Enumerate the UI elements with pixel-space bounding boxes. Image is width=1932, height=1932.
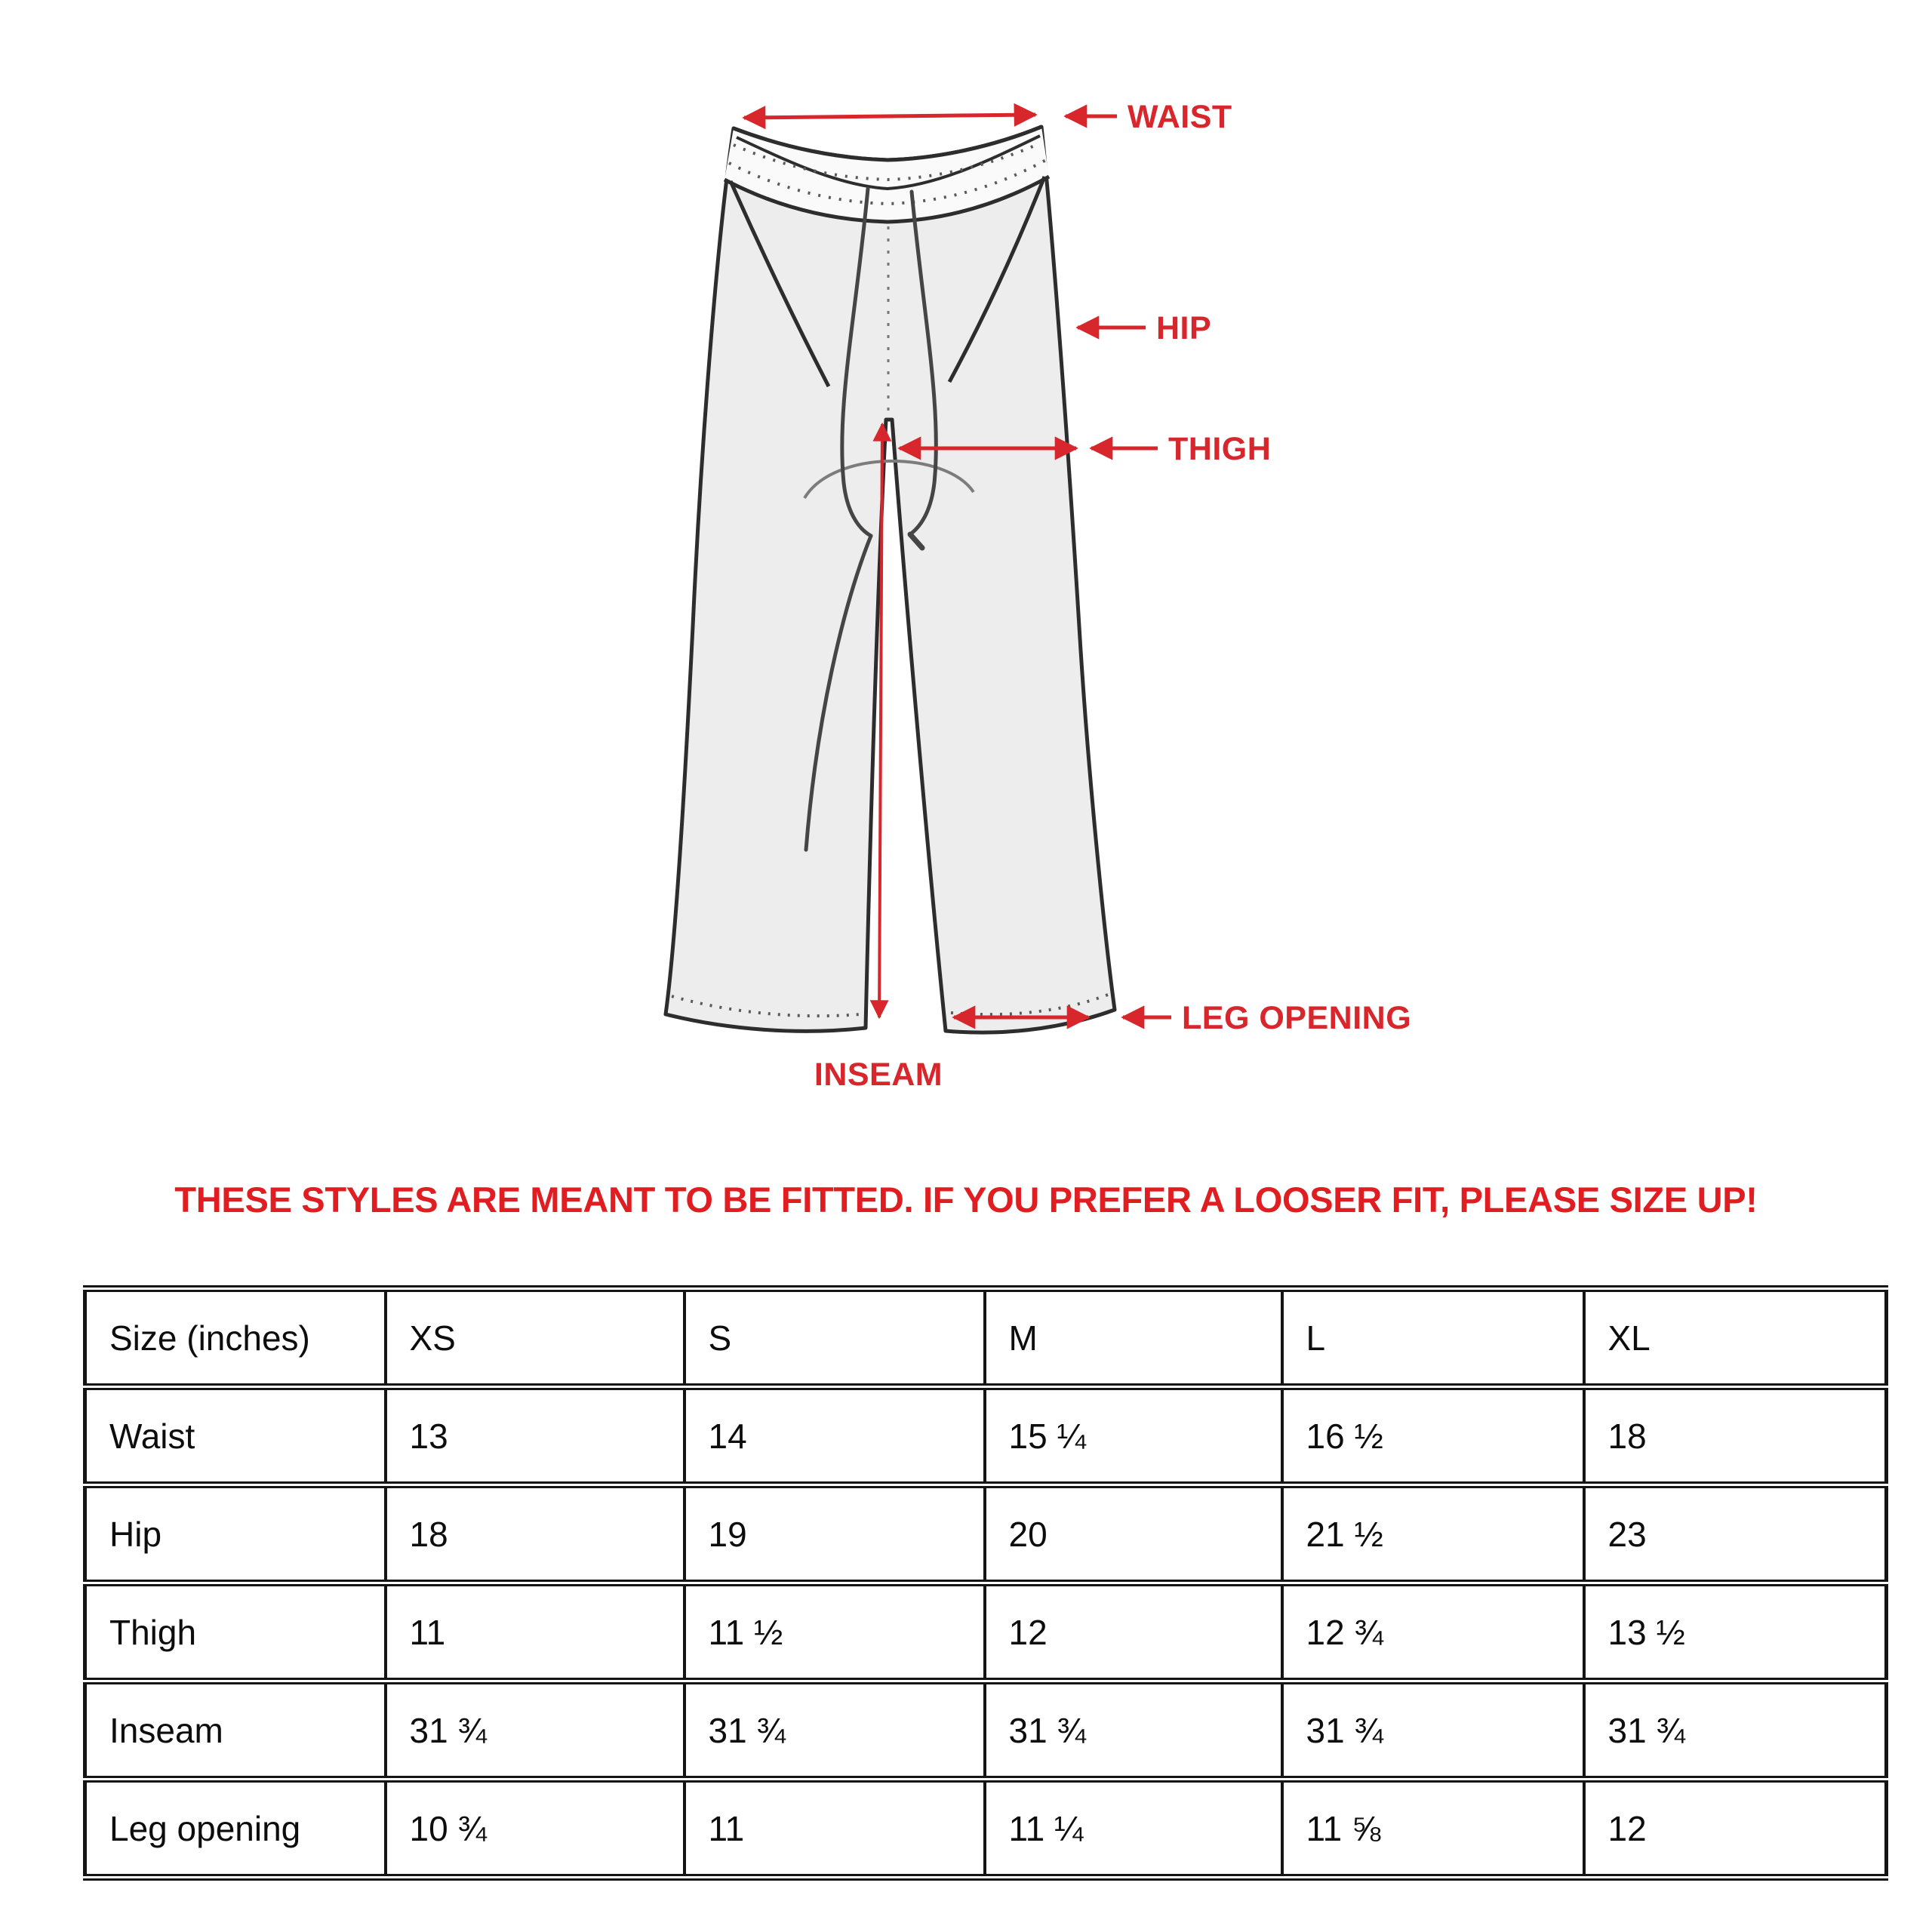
table-cell: 20 xyxy=(983,1484,1284,1583)
col-header-xs: XS xyxy=(383,1288,686,1387)
table-cell: 18 xyxy=(383,1484,686,1583)
table-cell: 12 xyxy=(1582,1779,1888,1878)
table-cell: 23 xyxy=(1582,1484,1888,1583)
table-cell: 31 ¾ xyxy=(1280,1681,1586,1780)
size-table: Size (inches) XS S M L XL Waist 13 14 15… xyxy=(83,1285,1888,1881)
table-row-inseam: Inseam 31 ¾ 31 ¾ 31 ¾ 31 ¾ 31 ¾ xyxy=(83,1681,1888,1780)
table-cell: 13 ½ xyxy=(1582,1583,1888,1681)
row-label: Inseam xyxy=(83,1681,387,1780)
table-row-waist: Waist 13 14 15 ¼ 16 ½ 18 xyxy=(83,1386,1888,1485)
table-cell: 11 ½ xyxy=(682,1583,986,1681)
table-cell: 31 ¾ xyxy=(682,1681,986,1780)
table-cell: 11 ¼ xyxy=(983,1779,1284,1878)
table-row-hip: Hip 18 19 20 21 ½ 23 xyxy=(83,1484,1888,1583)
table-cell: 13 xyxy=(383,1386,686,1485)
table-cell: 31 ¾ xyxy=(383,1681,686,1780)
row-label: Leg opening xyxy=(83,1779,387,1878)
table-cell: 11 xyxy=(383,1583,686,1681)
table-cell: 12 ¾ xyxy=(1280,1583,1586,1681)
size-header-cell: Size (inches) xyxy=(83,1288,387,1387)
size-header-unit: (inches) xyxy=(186,1318,310,1358)
table-cell: 31 ¾ xyxy=(983,1681,1284,1780)
drawstring xyxy=(804,186,938,852)
row-label: Hip xyxy=(83,1484,387,1583)
right-pocket-line xyxy=(947,176,1047,383)
waist-label: WAIST xyxy=(1128,99,1232,135)
table-cell: 18 xyxy=(1582,1386,1888,1485)
table-row-leg-opening: Leg opening 10 ¾ 11 11 ¼ 11 ⅝ 12 xyxy=(83,1779,1888,1878)
waist-span-arrow xyxy=(742,103,1038,130)
table-cell: 15 ¼ xyxy=(983,1386,1284,1485)
waistband xyxy=(723,125,1051,224)
table-row-thigh: Thigh 11 11 ½ 12 12 ¾ 13 ½ xyxy=(83,1583,1888,1681)
col-header-m: M xyxy=(983,1288,1284,1387)
thigh-label: THIGH xyxy=(1168,431,1271,467)
table-cell: 12 xyxy=(983,1583,1284,1681)
left-pocket-line xyxy=(728,180,831,388)
table-cell: 31 ¾ xyxy=(1582,1681,1888,1780)
col-header-xl: XL xyxy=(1582,1288,1888,1387)
table-cell: 10 ¾ xyxy=(383,1779,686,1878)
fit-notice: THESE STYLES ARE MEANT TO BE FITTED. IF … xyxy=(174,1180,1758,1220)
table-cell: 11 xyxy=(682,1779,986,1878)
col-header-l: L xyxy=(1280,1288,1586,1387)
inseam-arrow xyxy=(869,422,892,1020)
row-label: Waist xyxy=(83,1386,387,1485)
table-header-row: Size (inches) XS S M L XL xyxy=(83,1288,1888,1387)
table-cell: 21 ½ xyxy=(1280,1484,1586,1583)
table-cell: 19 xyxy=(682,1484,986,1583)
table-cell: 14 xyxy=(682,1386,986,1485)
left-hem-stitch xyxy=(671,995,861,1018)
hip-label: HIP xyxy=(1156,310,1211,346)
table-cell: 11 ⅝ xyxy=(1280,1779,1586,1878)
pants-diagram-svg: WAIST HIP THIGH LEG OPENING INSEAM xyxy=(663,99,1411,1093)
pants-outline xyxy=(663,125,1117,1035)
size-header-label: Size xyxy=(109,1318,177,1358)
pants-diagram: WAIST HIP THIGH LEG OPENING INSEAM xyxy=(663,99,1411,1093)
row-label: Thigh xyxy=(83,1583,387,1681)
leg-opening-label: LEG OPENING xyxy=(1182,1000,1411,1036)
table-cell: 16 ½ xyxy=(1280,1386,1586,1485)
col-header-s: S xyxy=(682,1288,986,1387)
inseam-label: INSEAM xyxy=(814,1057,943,1093)
